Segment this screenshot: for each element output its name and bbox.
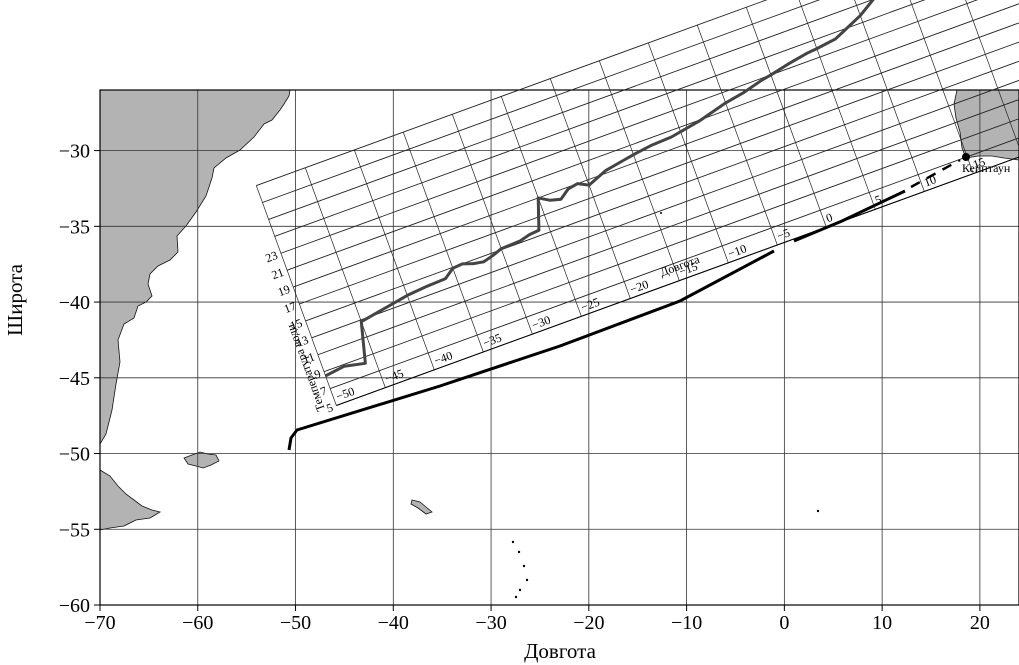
inset-lon-tick: 15 <box>971 154 987 171</box>
inset-temp-tick: 13 <box>294 333 310 350</box>
inset-temp-gridline <box>293 16 1019 288</box>
inset-lon-tick: −15 <box>677 259 699 279</box>
y-tick-label: −60 <box>59 595 90 617</box>
inset-lon-gridline <box>402 131 484 353</box>
inset-temp-gridline <box>262 0 1005 203</box>
inset-temp-tick: 19 <box>276 282 292 299</box>
x-tick-label: −70 <box>84 612 115 634</box>
inset-lon-gridline <box>745 7 827 228</box>
inset-temp-gridline <box>317 84 1019 356</box>
inset-temp-gridline <box>256 0 999 187</box>
inset-lon-tick: 0 <box>824 210 834 225</box>
x-tick-label: −10 <box>671 612 702 634</box>
x-tick-label: −50 <box>280 612 311 634</box>
inset-temp-gridline <box>299 33 1019 305</box>
map-frame <box>99 89 1019 606</box>
inset-longitude-gridlines <box>255 0 1019 406</box>
x-tick-label: −60 <box>182 612 213 634</box>
y-axis-ticks: −30 −35 −40 −45 −50 −55 −60 <box>59 141 100 617</box>
inset-lon-tick: −50 <box>334 384 356 404</box>
y-tick-label: −45 <box>59 368 90 390</box>
inset-lon-tick: −25 <box>579 295 601 315</box>
inset-temp-gridline <box>311 67 1019 339</box>
inset-lon-gridline <box>500 96 582 317</box>
inset-temp-gridline <box>286 0 1019 271</box>
inset-temp-tick: 17 <box>282 299 298 316</box>
inset-longitude-tick-labels: −50−45−40−35−30−25−20−15−10−505101520 <box>334 154 987 404</box>
y-tick-label: −30 <box>59 141 90 163</box>
inset-lon-tick: −40 <box>432 348 454 368</box>
inset-lon-gridline <box>304 167 386 388</box>
water-temperature-line <box>324 0 938 378</box>
inset-temp-tick: 15 <box>288 316 304 333</box>
inset-lon-gridline <box>353 149 435 370</box>
inset-baseline <box>336 155 1019 406</box>
inset-lon-gridline <box>647 42 729 263</box>
inset-temp-gridline <box>323 101 1019 373</box>
south-georgia-island <box>410 499 433 515</box>
inset-lon-tick: 5 <box>873 192 883 207</box>
inset-lon-gridline <box>451 114 533 335</box>
y-tick-label: −35 <box>59 216 90 238</box>
x-axis-ticks: −70 −60 −50 −40 −30 −20 −10 0 10 20 <box>84 605 990 634</box>
inset-lon-gridline <box>598 60 680 281</box>
south-america-landmass <box>100 90 291 445</box>
inset-temp-gridline <box>274 0 1018 237</box>
scattered-islands <box>511 212 820 599</box>
city-label: Кейптаун <box>962 161 1011 175</box>
inset-lon-gridline <box>549 78 631 299</box>
inset-temp-tick: 21 <box>270 265 286 282</box>
x-tick-label: 10 <box>872 612 892 634</box>
inset-lon-gridline <box>892 0 974 174</box>
inset-temp-tick: 23 <box>263 248 279 265</box>
x-axis-label: Довгота <box>524 639 596 663</box>
inset-lon-gridline <box>794 0 876 210</box>
y-tick-label: −50 <box>59 444 90 466</box>
x-tick-label: −30 <box>475 612 506 634</box>
inset-temp-gridline <box>280 0 1019 254</box>
inset-lon-gridline <box>696 24 778 246</box>
inset-temp-tick: 5 <box>325 400 335 415</box>
inset-lon-tick: −5 <box>775 225 792 243</box>
y-tick-label: −55 <box>59 519 90 541</box>
inset-temp-tick: 7 <box>318 383 328 398</box>
tierra-del-fuego-landmass <box>100 469 162 531</box>
x-tick-label: −40 <box>378 612 409 634</box>
inset-temp-tick: 9 <box>312 366 322 381</box>
city-dot <box>962 153 970 161</box>
land-layer <box>100 90 1019 531</box>
falkland-islands <box>183 451 220 469</box>
africa-landmass <box>953 90 1019 161</box>
x-tick-label: 0 <box>779 612 789 634</box>
x-tick-label: −20 <box>573 612 604 634</box>
inset-lon-gridline <box>843 0 925 192</box>
inset-temp-gridline <box>305 50 1019 322</box>
y-tick-label: −40 <box>59 292 90 314</box>
inset-temp-tick: 11 <box>301 350 317 367</box>
inset-lon-tick: −20 <box>628 277 650 297</box>
map-grid <box>99 90 1019 606</box>
inset-lon-gridline <box>941 0 1019 156</box>
city-marker: Кейптаун <box>962 153 1011 175</box>
inset-temperature-gridlines <box>256 0 1019 406</box>
inset-lon-tick: −35 <box>481 330 503 350</box>
inset-lon-tick: −30 <box>530 313 552 333</box>
inset-lon-gridline <box>255 185 337 406</box>
y-axis-label: Широта <box>3 263 27 336</box>
x-tick-label: 20 <box>970 612 990 634</box>
inset-temp-gridline <box>330 117 1019 389</box>
inset-lon-tick: −45 <box>383 366 405 386</box>
inset-lon-tick: −10 <box>726 241 748 261</box>
inset-temp-gridline <box>268 0 1012 220</box>
inset-lon-tick: 10 <box>922 172 938 189</box>
